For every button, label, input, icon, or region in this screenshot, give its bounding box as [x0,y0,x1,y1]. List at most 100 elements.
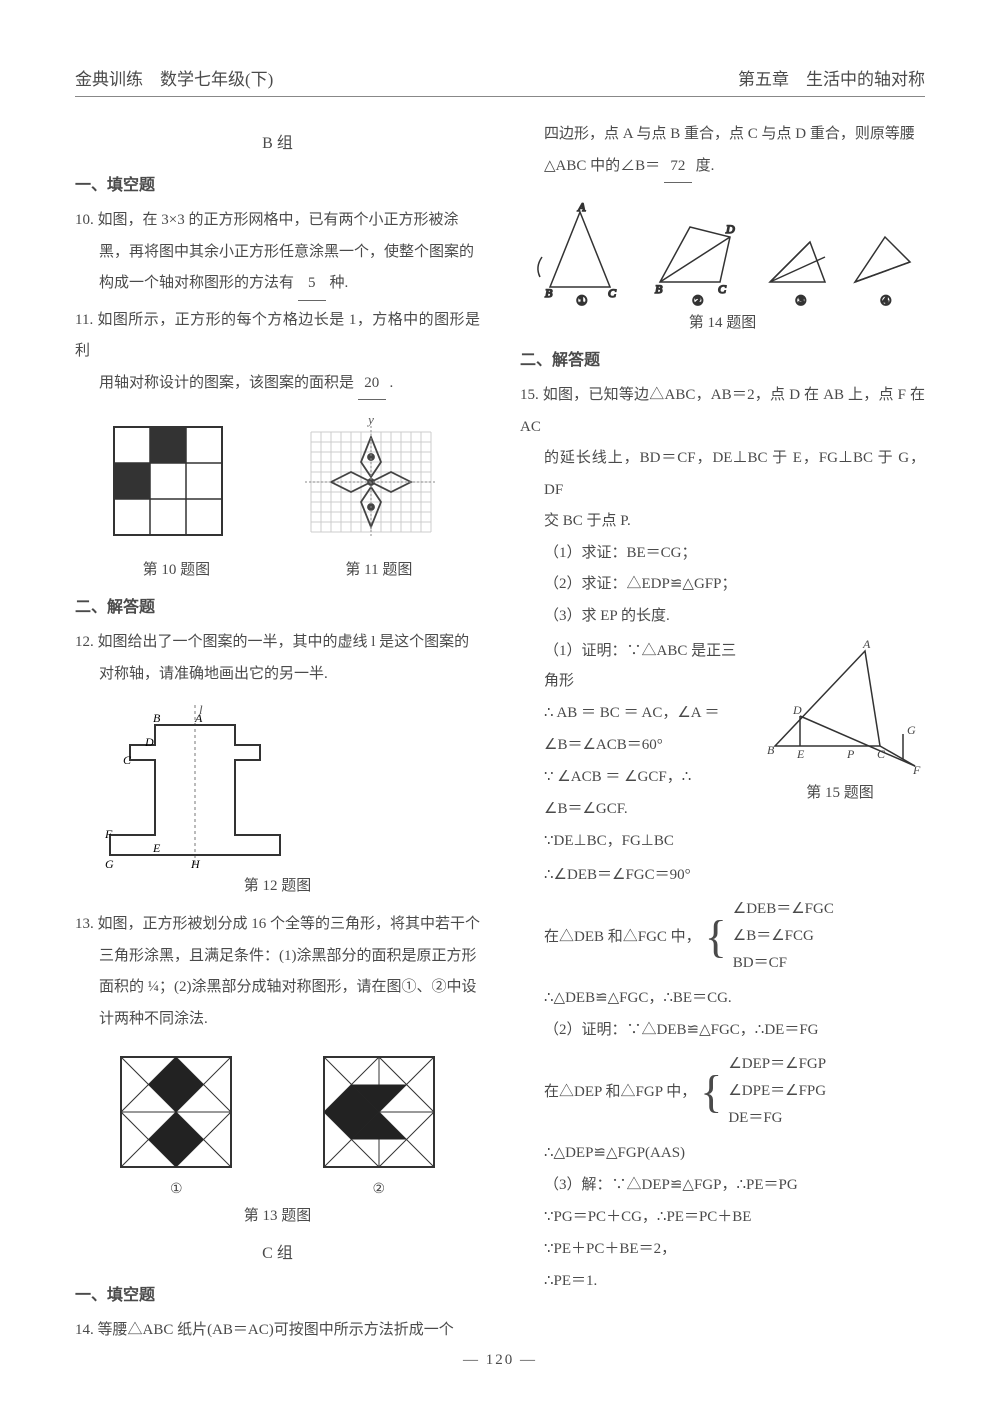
brace2-content: ∠DEP＝∠FGP ∠DPE＝∠FPG DE＝FG [724,1051,826,1132]
content-columns: B 组 一、填空题 10. 如图，在 3×3 的正方形网格中，已有两个小正方形被… [75,119,925,1351]
fig11-cap: 第 11 题图 [345,558,412,579]
fig14-cap: 第 14 题图 [520,311,925,332]
q12-line1: 12. 如图给出了一个图案的一半，其中的虚线 l 是这个图案的 [75,627,480,659]
page-header: 金典训练 数学七年级(下) 第五章 生活中的轴对称 [75,65,925,97]
svg-text:E: E [796,747,805,761]
section-answer-1: 二、解答题 [75,593,480,617]
svg-text:③: ③ [795,293,807,307]
q10-line3: 构成一个轴对称图形的方法有 5 种. [75,268,480,301]
fig12-cap: 第 12 题图 [75,874,480,895]
svg-text:C: C [123,753,132,767]
q15-line3: 交 BC 于点 P. [520,506,925,538]
section-fill-1: 一、填空题 [75,171,480,195]
svg-text:P: P [846,747,855,761]
svg-text:B: B [767,743,775,757]
fig15-wrap: A D B E P C G F 第 15 题图 [755,636,925,822]
fig14-wrap: A B C ① D B C ② ③ [520,197,925,307]
fig10-11-caps: 第 10 题图 第 11 题图 [75,558,480,579]
brace-icon-2: { [700,1069,722,1115]
q11-line2: 用轴对称设计的图案，该图案的面积是 20 . [75,368,480,401]
group-c-title: C 组 [75,1239,480,1263]
svg-text:B: B [153,711,161,725]
q12: 12. 如图给出了一个图案的一半，其中的虚线 l 是这个图案的 对称轴，请准确地… [75,627,480,690]
fig13-1-svg [111,1047,241,1177]
q11-blank: 20 [358,368,386,401]
q13: 13. 如图，正方形被划分成 16 个全等的三角形，将其中若干个 三角形涂黑，且… [75,909,480,1035]
header-left: 金典训练 数学七年级(下) [75,65,273,90]
p15-l9: （2）证明：∵△DEB≌△FGC，∴DE＝FG [544,1015,925,1045]
svg-text:y: y [366,412,374,427]
q15-line2: 的延长线上，BD＝CF，DE⊥BC 于 E，FG⊥BC 于 G，DF [520,443,925,506]
p15-l13: ∵PE＋PC＋BE＝2， [544,1234,925,1264]
q10-line1: 10. 如图，在 3×3 的正方形网格中，已有两个小正方形被涂 [75,205,480,237]
header-right: 第五章 生活中的轴对称 [738,65,925,90]
p15-brace1: 在△DEB 和△FGC 中， { ∠DEB＝∠FGC ∠B＝∠FCG BD＝CF [544,896,925,977]
p15-l11: （3）解：∵△DEP≌△FGP，∴PE＝PG [544,1170,925,1200]
section-answer-2: 二、解答题 [520,346,925,370]
fig15-cap: 第 15 题图 [755,778,925,808]
svg-text:F: F [104,827,113,841]
q15-p1: （1）求证：BE＝CG； [520,538,925,570]
brace-icon: { [705,914,727,960]
svg-text:②: ② [692,293,704,307]
fig15-svg: A D B E P C G F [755,636,925,776]
q14-line1: 14. 等腰△ABC 纸片(AB＝AC)可按图中所示方法折成一个 [75,1315,480,1347]
q10-blank: 5 [298,268,326,301]
svg-text:E: E [152,841,161,855]
brace1-lead: 在△DEB 和△FGC 中， [544,922,701,952]
fig10-cap: 第 10 题图 [143,558,211,579]
q14-blank: 72 [664,151,692,184]
svg-text:D: D [792,703,802,717]
fig13-pair: ① ② [75,1047,480,1198]
p15-l14: ∴PE＝1. [544,1266,925,1296]
svg-text:B: B [655,282,663,296]
q10-line2: 黑，再将图中其余小正方形任意涂黑一个，使整个图案的 [75,237,480,269]
svg-text:A: A [577,200,586,214]
q13-line4: 计两种不同涂法. [75,1004,480,1036]
brace2-lead: 在△DEP 和△FGP 中， [544,1077,696,1107]
p15-l6: ∵DE⊥BC，FG⊥BC [544,826,925,856]
q15-p3: （3）求 EP 的长度. [520,601,925,633]
q15-p2: （2）求证：△EDP≌△GFP； [520,569,925,601]
svg-text:C: C [608,286,617,300]
q14-cont: 四边形，点 A 与点 B 重合，点 C 与点 D 重合，则原等腰 △ABC 中的… [520,119,925,183]
q14-line2: 四边形，点 A 与点 B 重合，点 C 与点 D 重合，则原等腰 [520,119,925,151]
fig-10-11: y [75,412,480,552]
q11-line1: 11. 如图所示，正方形的每个方格边长是 1，方格中的图形是利 [75,305,480,368]
section-fill-2: 一、填空题 [75,1281,480,1305]
svg-text:C: C [718,282,727,296]
q10: 10. 如图，在 3×3 的正方形网格中，已有两个小正方形被涂 黑，再将图中其余… [75,205,480,301]
q13-line1: 13. 如图，正方形被划分成 16 个全等的三角形，将其中若干个 [75,909,480,941]
fig12-wrap: l B A D C F E G H [75,700,480,870]
q13-line2: 三角形涂黑，且满足条件：(1)涂黑部分的面积是原正方形 [75,941,480,973]
svg-text:F: F [912,763,921,776]
q15-line1: 15. 如图，已知等边△ABC，AB＝2，点 D 在 AB 上，点 F 在 AC [520,380,925,443]
page-number: — 120 — [463,1352,537,1369]
fig13-cap: 第 13 题图 [75,1204,480,1225]
p15-l12: ∵PG＝PC＋CG，∴PE＝PC＋BE [544,1202,925,1232]
svg-text:A: A [194,711,203,725]
fig11-svg: y [291,412,451,552]
fig13-1-label: ① [111,1181,241,1198]
svg-text:①: ① [576,293,588,307]
svg-text:A: A [862,637,871,651]
brace1-content: ∠DEB＝∠FGC ∠B＝∠FCG BD＝CF [729,896,834,977]
p15-l7: ∴∠DEB＝∠FGC＝90° [544,860,925,890]
q12-line2: 对称轴，请准确地画出它的另一半. [75,659,480,691]
svg-text:D: D [144,735,154,749]
svg-text:C: C [877,747,886,761]
p15-l10: ∴△DEP≌△FGP(AAS) [544,1138,925,1168]
svg-text:B: B [545,286,553,300]
svg-text:G: G [907,723,916,737]
q13-line3: 面积的 ¼；(2)涂黑部分成轴对称图形，请在图①、②中设 [75,972,480,1004]
fig12-svg: l B A D C F E G H [75,700,295,870]
left-column: B 组 一、填空题 10. 如图，在 3×3 的正方形网格中，已有两个小正方形被… [75,119,480,1351]
p15-brace2: 在△DEP 和△FGP 中， { ∠DEP＝∠FGP ∠DPE＝∠FPG DE＝… [544,1051,925,1132]
fig13-2: ② [314,1047,444,1198]
fig14-svg: A B C ① D B C ② ③ [520,197,920,307]
fig10-svg [104,417,234,547]
right-column: 四边形，点 A 与点 B 重合，点 C 与点 D 重合，则原等腰 △ABC 中的… [520,119,925,1351]
proof15: A D B E P C G F 第 15 题图 （1）证明：∵△ABC 是正三角… [520,636,925,1296]
fig13-1: ① [111,1047,241,1198]
q14-line3: △ABC 中的∠B＝ 72 度. [520,151,925,184]
